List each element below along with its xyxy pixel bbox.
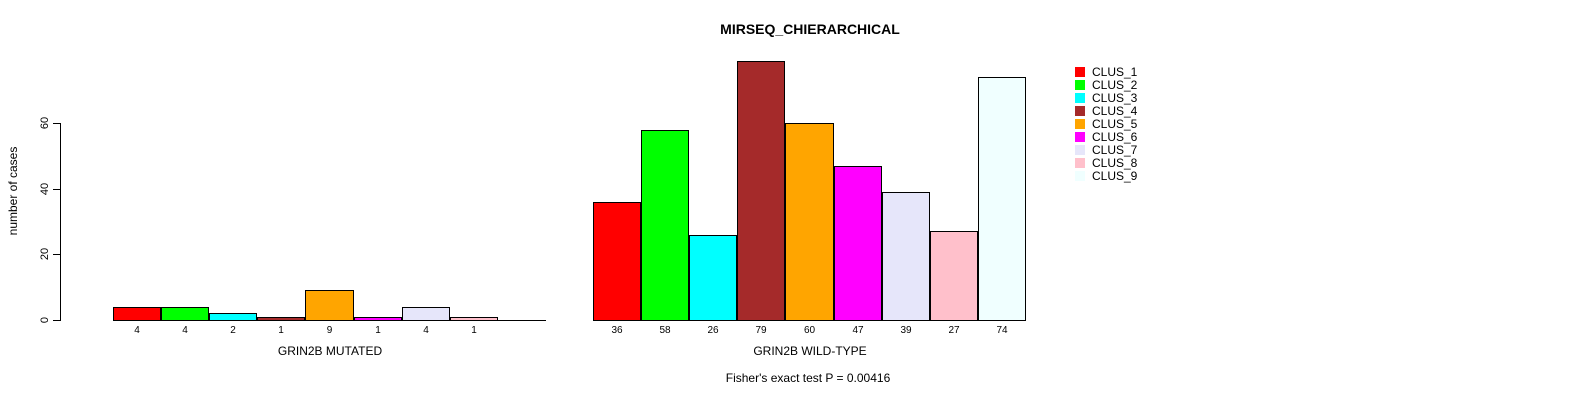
legend-item-clus_7: CLUS_7 bbox=[1075, 143, 1137, 156]
bar-clus_1 bbox=[113, 307, 161, 321]
legend-label: CLUS_8 bbox=[1092, 155, 1138, 170]
legend-label: CLUS_6 bbox=[1092, 129, 1138, 144]
y-axis-tick-label: 20 bbox=[39, 247, 51, 261]
bar-clus_2 bbox=[161, 307, 209, 321]
bar-clus_6 bbox=[354, 317, 402, 321]
bar-clus_4 bbox=[257, 317, 305, 321]
legend-swatch-icon bbox=[1075, 144, 1085, 155]
bar-value-label: 58 bbox=[659, 325, 671, 336]
bar-value-label: 1 bbox=[278, 325, 284, 336]
bar-value-label: 1 bbox=[471, 325, 477, 336]
bar-value-label: 39 bbox=[900, 325, 912, 336]
bar-value-label: 4 bbox=[182, 325, 188, 336]
legend-item-clus_6: CLUS_6 bbox=[1075, 130, 1137, 143]
fishers-test-annotation: Fisher's exact test P = 0.00416 bbox=[725, 371, 891, 385]
bar-value-label: 1 bbox=[375, 325, 381, 336]
bar-clus_5 bbox=[785, 123, 834, 321]
legend-swatch-icon bbox=[1075, 80, 1085, 91]
bar-clus_7 bbox=[402, 307, 450, 321]
legend-item-clus_9: CLUS_9 bbox=[1075, 169, 1137, 182]
legend-swatch-icon bbox=[1075, 106, 1085, 117]
bar-clus_3 bbox=[689, 235, 737, 321]
bar-value-label: 47 bbox=[852, 325, 864, 336]
y-axis-tick-label: 0 bbox=[39, 316, 51, 324]
legend-label: CLUS_9 bbox=[1092, 168, 1138, 183]
legend-item-clus_8: CLUS_8 bbox=[1075, 156, 1137, 169]
legend-item-clus_1: CLUS_1 bbox=[1075, 66, 1137, 79]
bar-clus_3 bbox=[209, 313, 257, 321]
legend-swatch-icon bbox=[1075, 93, 1085, 104]
bar-value-label: 27 bbox=[948, 325, 960, 336]
legend-label: CLUS_3 bbox=[1092, 91, 1138, 106]
y-axis-title: number of cases bbox=[6, 146, 20, 236]
legend-label: CLUS_2 bbox=[1092, 78, 1138, 93]
y-axis-tick bbox=[53, 189, 60, 190]
legend-swatch-icon bbox=[1075, 67, 1085, 78]
y-axis-tick bbox=[53, 254, 60, 255]
bar-value-label: 60 bbox=[803, 325, 816, 336]
y-axis-line bbox=[60, 123, 61, 321]
x-axis-label-wildtype: GRIN2B WILD-TYPE bbox=[753, 344, 867, 358]
bar-value-label: 9 bbox=[326, 325, 333, 336]
legend-swatch-icon bbox=[1075, 131, 1085, 142]
bar-clus_4 bbox=[737, 61, 785, 321]
legend-item-clus_2: CLUS_2 bbox=[1075, 79, 1137, 92]
y-axis-tick-label: 60 bbox=[39, 116, 51, 130]
bar-value-label: 4 bbox=[423, 325, 429, 336]
bar-value-label: 74 bbox=[996, 325, 1008, 336]
y-axis-tick bbox=[53, 123, 60, 124]
bar-clus_6 bbox=[834, 166, 882, 321]
legend-item-clus_5: CLUS_5 bbox=[1075, 118, 1137, 131]
legend-swatch-icon bbox=[1075, 157, 1085, 168]
bar-value-label: 26 bbox=[707, 325, 719, 336]
bar-clus_2 bbox=[641, 130, 689, 321]
legend: CLUS_1 CLUS_2 CLUS_3 CLUS_4 CLUS_5 CLUS_6 CLUS… bbox=[1075, 66, 1137, 182]
bar-value-label: 2 bbox=[230, 325, 236, 336]
legend-swatch-icon bbox=[1075, 119, 1085, 129]
legend-label: CLUS_1 bbox=[1092, 65, 1138, 80]
legend-label: CLUS_5 bbox=[1092, 117, 1138, 131]
bar-clus_7 bbox=[882, 192, 930, 321]
bar-clus_8 bbox=[450, 317, 498, 321]
legend-item-clus_4: CLUS_4 bbox=[1075, 105, 1137, 118]
bar-clus_5 bbox=[305, 290, 354, 321]
legend-item-clus_3: CLUS_3 bbox=[1075, 92, 1137, 105]
bar-value-label: 79 bbox=[755, 325, 767, 336]
legend-label: CLUS_7 bbox=[1092, 142, 1138, 157]
chart-title: MIRSEQ_CHIERARCHICAL bbox=[720, 21, 900, 37]
y-axis-tick bbox=[53, 320, 60, 321]
bar-clus_8 bbox=[930, 231, 978, 321]
legend-swatch-icon bbox=[1075, 170, 1085, 181]
bar-value-label: 4 bbox=[134, 325, 140, 336]
y-axis-tick-label: 40 bbox=[39, 182, 51, 196]
x-axis-label-mutated: GRIN2B MUTATED bbox=[277, 344, 383, 358]
bar-clus_9 bbox=[978, 77, 1026, 321]
legend-label: CLUS_4 bbox=[1092, 104, 1138, 119]
bar-clus_1 bbox=[593, 202, 641, 321]
bar-value-label: 36 bbox=[611, 325, 623, 336]
